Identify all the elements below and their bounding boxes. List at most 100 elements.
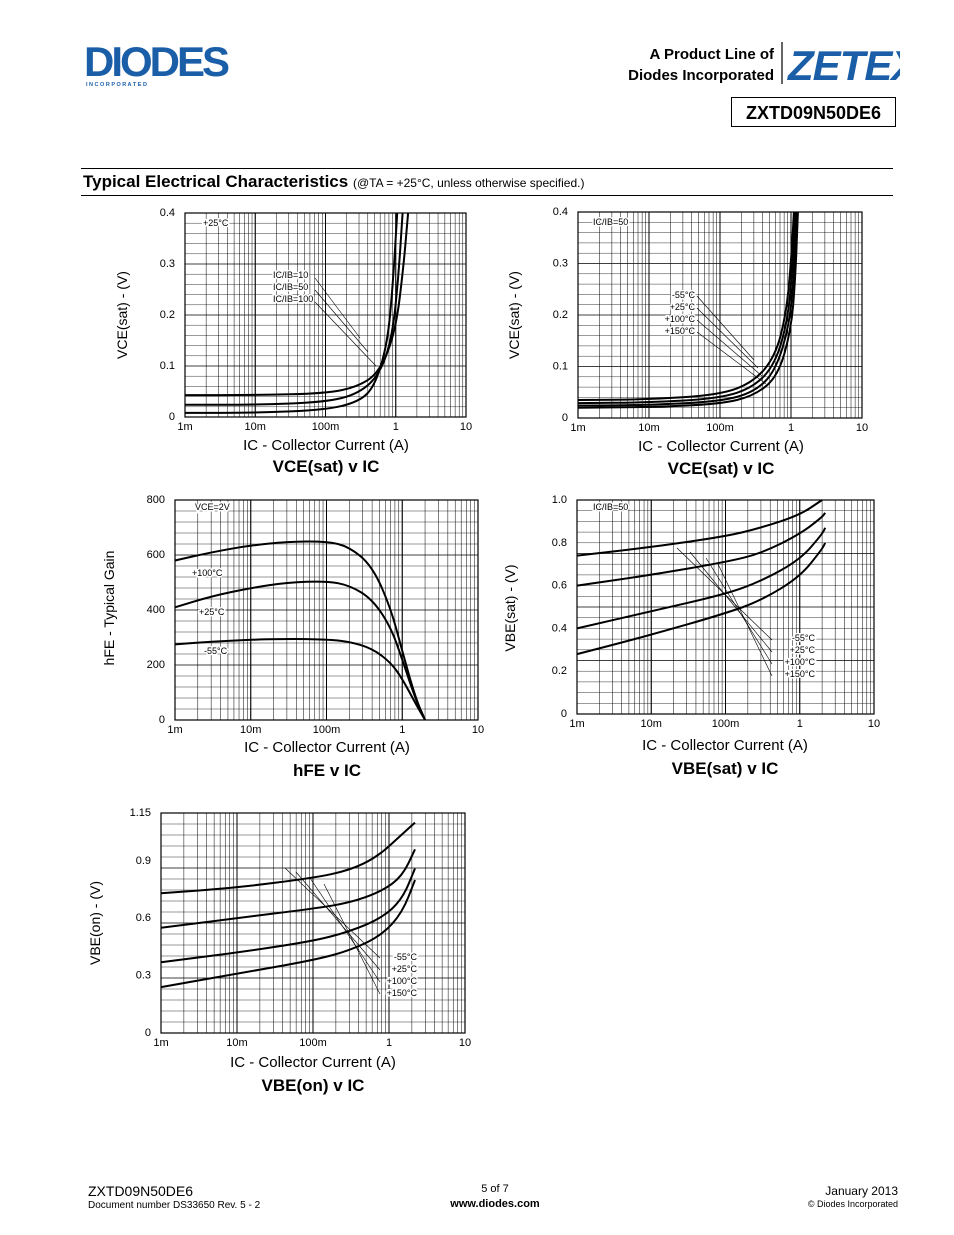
y-axis-label: hFE - Typical Gain <box>101 551 117 666</box>
series-line <box>184 212 404 406</box>
diodes-logo-sub: I N C O R P O R A T E D <box>86 82 147 88</box>
y-axis-label: VCE(sat) - (V) <box>506 271 522 359</box>
y-tick-label: 600 <box>147 549 165 561</box>
series-line <box>174 638 426 721</box>
annotation-leader <box>689 551 773 653</box>
annotation-label: +25°C <box>392 964 418 974</box>
annotation-leader <box>314 289 369 353</box>
y-tick-label: 0.4 <box>553 206 568 218</box>
annotation-label: +100°C <box>785 657 816 667</box>
x-tick-label: 1m <box>569 718 584 730</box>
x-tick-label: 100m <box>312 421 340 433</box>
section-title-text: Typical Electrical Characteristics <box>83 172 349 191</box>
y-tick-label: 0.3 <box>136 970 151 982</box>
annotation-leader <box>696 319 763 377</box>
x-axis-label: IC - Collector Current (A) <box>642 737 808 754</box>
diodes-logo: DIODES I N C O R P O R A T E D <box>84 38 256 90</box>
part-number-box: ZXTD09N50DE6 <box>731 97 896 127</box>
y-axis-label: VCE(sat) - (V) <box>114 271 130 359</box>
annotation-label: IC/IB=50 <box>593 502 628 512</box>
x-tick-label: 10 <box>460 421 472 433</box>
footer-part: ZXTD09N50DE6 <box>88 1183 194 1199</box>
annotation-leader <box>295 871 381 971</box>
annotation-leader <box>323 883 381 995</box>
chart-c3: 1m 10m 100m 1 10 0 200 400 600 800 VCE=2V +100°C +25… <box>101 494 484 780</box>
annotation-label: IC/IB=10 <box>273 270 308 280</box>
section-title: Typical Electrical Characteristics (@TA … <box>83 172 584 192</box>
x-tick-label: 10 <box>472 724 484 736</box>
x-tick-label: 1 <box>386 1037 392 1049</box>
series-line <box>576 542 827 656</box>
x-tick-label: 100m <box>299 1037 327 1049</box>
y-tick-label: 0.1 <box>160 360 175 372</box>
footer-doc: Document number DS33650 Rev. 5 - 2 <box>88 1200 261 1211</box>
chart-title: VCE(sat) v IC <box>273 457 380 476</box>
y-tick-label: 0.8 <box>552 537 567 549</box>
annotation-label: -55°C <box>672 290 696 300</box>
x-tick-label: 100m <box>712 718 740 730</box>
chart-c2: 1m 10m 100m 1 10 0 0.1 0.2 0.3 0.4 IC/IB=50 -55°C +2… <box>506 206 868 478</box>
annotation-label: VCE=2V <box>195 502 230 512</box>
x-tick-label: 100m <box>313 724 341 736</box>
series-line <box>185 212 410 397</box>
annotation-label: IC/IB=100 <box>273 294 313 304</box>
series-line <box>174 580 427 721</box>
y-tick-label: 0 <box>562 412 568 424</box>
series-line <box>160 879 416 989</box>
series-line <box>160 868 416 964</box>
product-line-1: A Product Line of <box>649 46 774 63</box>
y-tick-label: 0.6 <box>552 580 567 592</box>
annotation-label: +150°C <box>785 669 816 679</box>
series-line <box>160 821 416 895</box>
footer-url[interactable]: www.diodes.com <box>450 1198 540 1210</box>
annotation-label: IC/IB=50 <box>593 217 628 227</box>
series-line <box>577 211 798 407</box>
footer-page: 5 of 7 <box>481 1183 509 1195</box>
annotation-leader <box>717 563 773 677</box>
x-tick-label: 10m <box>226 1037 247 1049</box>
y-tick-label: 0.9 <box>136 855 151 867</box>
footer-date: January 2013 <box>825 1184 898 1198</box>
annotation-label: +25°C <box>199 607 225 617</box>
x-tick-label: 1 <box>399 724 405 736</box>
y-tick-label: 0.4 <box>552 622 567 634</box>
x-tick-label: 1m <box>167 724 182 736</box>
series-line <box>577 211 799 409</box>
series-line <box>577 211 795 401</box>
annotation-label: -55°C <box>204 646 228 656</box>
section-rule-top <box>81 168 893 169</box>
section-condition: (@TA = +25°C, unless otherwise specified… <box>352 176 585 190</box>
y-tick-label: 0.3 <box>553 258 568 270</box>
annotation-leader <box>696 307 759 369</box>
y-tick-label: 200 <box>147 659 165 671</box>
chart-c5: 1m 10m 100m 1 10 0 0.3 0.6 0.9 1.15 -55°C +25°C +100… <box>87 807 471 1095</box>
y-tick-label: 0.2 <box>160 309 175 321</box>
y-tick-label: 1.15 <box>130 807 151 819</box>
x-axis-label: IC - Collector Current (A) <box>638 438 804 455</box>
x-tick-label: 1 <box>393 421 399 433</box>
x-tick-label: 10 <box>459 1037 471 1049</box>
product-line: A Product Line of Diodes Incorporated <box>560 44 774 86</box>
y-axis-label: VBE(sat) - (V) <box>502 564 518 651</box>
annotation-label: +100°C <box>665 314 696 324</box>
annotation-leader <box>314 277 361 339</box>
annotation-label: +25°C <box>790 645 816 655</box>
series-line <box>184 212 399 414</box>
series-line <box>174 540 427 721</box>
series-line <box>576 527 827 630</box>
section-rule-bottom <box>81 195 893 196</box>
y-tick-label: 0.4 <box>160 207 175 219</box>
footer-copyright: © Diodes Incorporated <box>807 1199 898 1209</box>
y-tick-label: 0.2 <box>553 309 568 321</box>
x-tick-label: 1 <box>788 422 794 434</box>
diodes-logo-text: DIODES <box>84 40 229 85</box>
chart-title: hFE v IC <box>293 761 361 780</box>
x-axis-label: IC - Collector Current (A) <box>243 437 409 454</box>
y-axis-label: VBE(on) - (V) <box>87 881 103 965</box>
annotation-label: +25°C <box>203 218 229 228</box>
x-tick-label: 10 <box>868 718 880 730</box>
chart-title: VCE(sat) v IC <box>668 459 775 478</box>
x-axis-label: IC - Collector Current (A) <box>230 1054 396 1071</box>
y-tick-label: 0 <box>561 708 567 720</box>
